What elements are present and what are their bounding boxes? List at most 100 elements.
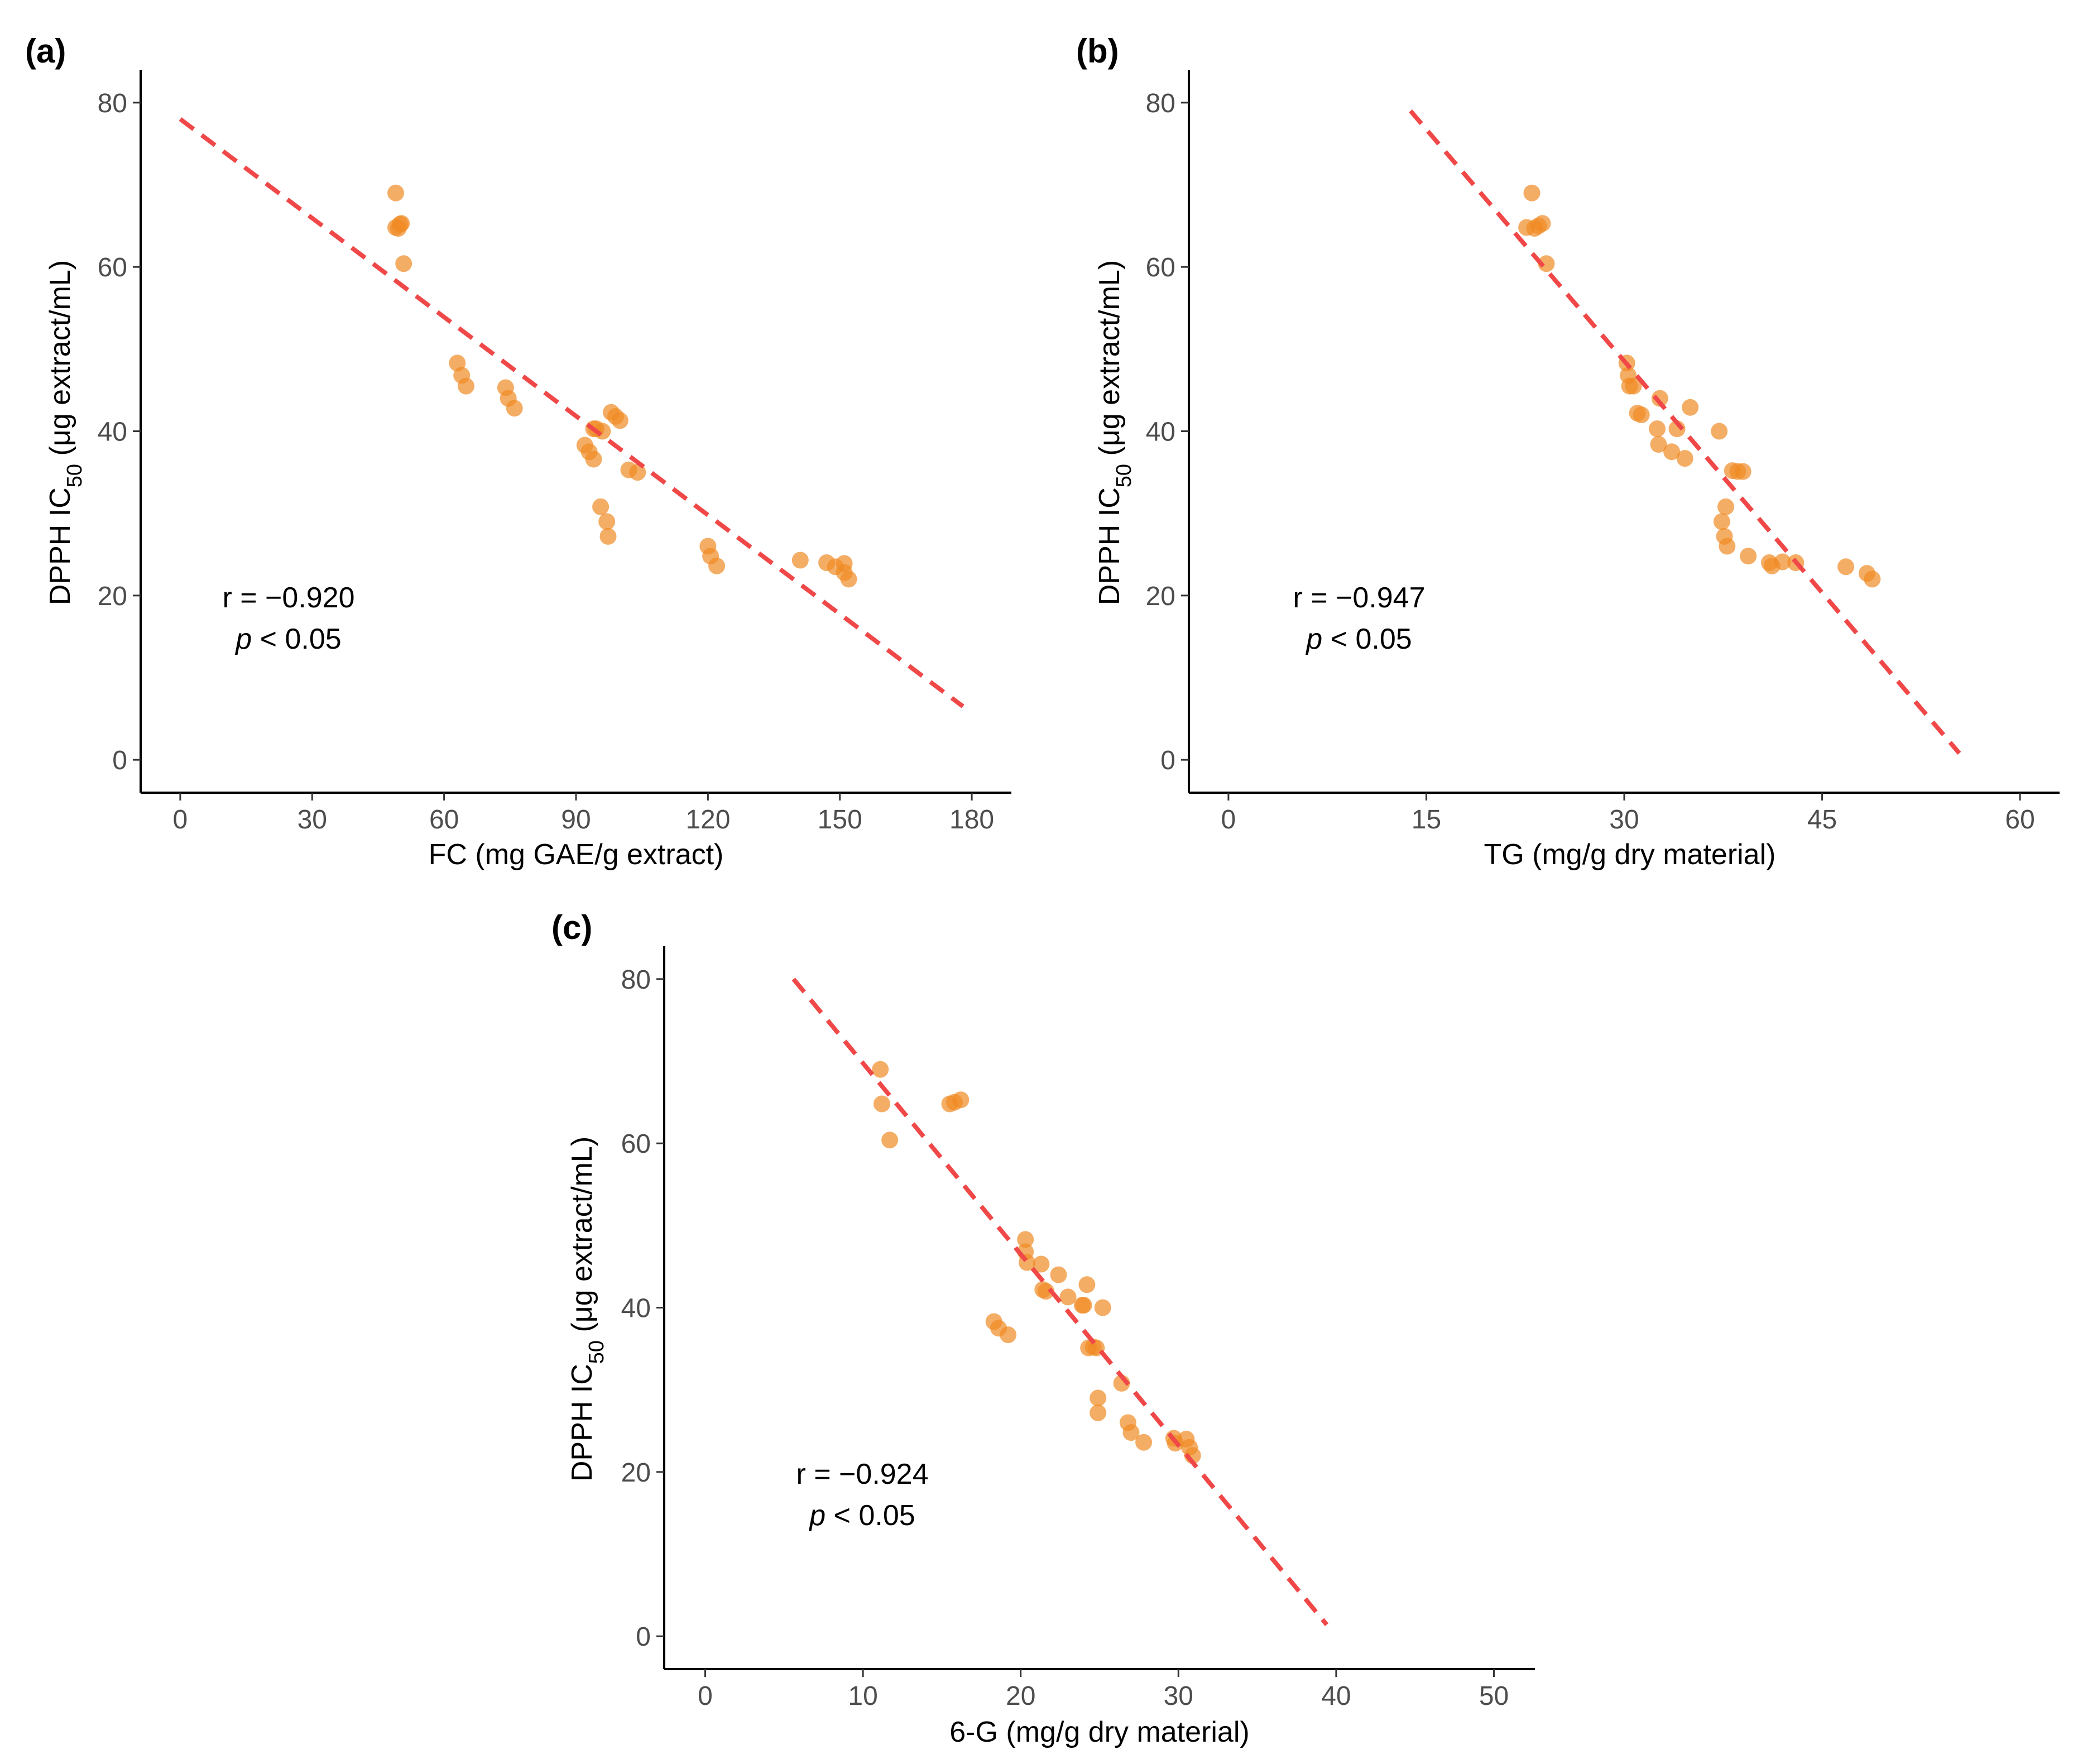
panel-b-data-point-11 — [1633, 406, 1650, 424]
panel-a-data-point-28 — [708, 557, 726, 574]
panel-c-data-point-18 — [1075, 1297, 1092, 1314]
panel-a-p-rest: < 0.05 — [252, 623, 341, 655]
panel-b-x-tick-label-60: 60 — [2005, 805, 2034, 835]
panel-b-data-point-23 — [1719, 538, 1736, 555]
panel-b-data-point-15 — [1663, 443, 1681, 461]
panel-c-y-title-main: DPPH IC — [566, 1364, 598, 1482]
panel-a-p-symbol: p — [234, 623, 252, 655]
panel-c-p-rest: < 0.05 — [826, 1499, 915, 1532]
panel-c-data-point-0 — [872, 1061, 889, 1078]
panel-b-y-tick-label-20: 20 — [1146, 582, 1175, 611]
panel-b-data-point-32 — [1837, 558, 1855, 576]
panel-a-y-title-unit: (μg extract/mL) — [44, 260, 76, 464]
panel-c-data-point-14 — [1037, 1283, 1054, 1300]
panel-a-data-point-34 — [840, 571, 857, 588]
panel-b-data-point-26 — [1734, 463, 1751, 480]
panel-a-data-point-8 — [458, 377, 474, 395]
panel-a: (a) 0 30 60 90 120 150 180 0 20 40 60 80 FC (mg GAE… — [25, 32, 1011, 871]
panel-a-regression-line — [179, 117, 964, 708]
panel-b-axes: 0 15 30 45 60 0 20 40 60 80 — [1146, 70, 2060, 835]
panel-b-correlation-r: r = −0.947 — [1293, 582, 1425, 614]
panel-a-x-tick-label-0: 0 — [173, 805, 188, 835]
panel-a-x-tick-label-60: 60 — [429, 805, 459, 835]
panel-c: (c) 0 10 20 30 40 50 0 20 40 60 80 6-G (mg/g dry m… — [551, 909, 1535, 1748]
panel-a-y-axis-title: DPPH IC50 (μg extract/mL) — [44, 260, 87, 605]
panel-c-data-point-2 — [881, 1132, 899, 1149]
panel-c-y-tick-label-60: 60 — [621, 1129, 651, 1159]
panel-a-x-tick-label-150: 150 — [818, 805, 862, 835]
panel-c-p-symbol: p — [808, 1499, 826, 1532]
panel-b-regression-line — [1409, 109, 1961, 755]
panel-c-data-point-1 — [874, 1095, 890, 1113]
panel-b-y-title-unit: (μg extract/mL) — [1093, 260, 1126, 464]
panel-b-data-point-5 — [1538, 255, 1555, 272]
panel-b-data-point-1 — [1523, 184, 1540, 202]
panel-c-data-point-28 — [1122, 1424, 1140, 1441]
panel-a-label: (a) — [25, 32, 66, 70]
panel-a-data-point-4 — [393, 215, 410, 232]
panel-a-x-axis-title: FC (mg GAE/g extract) — [429, 838, 724, 871]
panel-a-y-tick-label-60: 60 — [98, 253, 127, 282]
panel-b-data-point-18 — [1682, 399, 1699, 416]
panel-c-x-tick-label-50: 50 — [1479, 1681, 1509, 1711]
panel-b-data-point-19 — [1711, 423, 1728, 440]
panel-c-data-point-24 — [1090, 1404, 1107, 1421]
panel-a-x-tick-label-180: 180 — [949, 805, 994, 835]
panel-b-p-rest: < 0.05 — [1322, 623, 1412, 655]
panel-c-regression-line — [791, 977, 1329, 1627]
panel-c-data-point-20 — [1078, 1276, 1096, 1293]
panel-c-x-tick-label-10: 10 — [848, 1681, 877, 1711]
panel-b-data-point-22 — [1717, 498, 1734, 515]
panel-c-correlation-r: r = −0.924 — [796, 1458, 928, 1490]
panel-c-data-point-16 — [1059, 1288, 1077, 1306]
panel-a-y-title-sub: 50 — [63, 464, 87, 487]
panel-c-data-point-25 — [1094, 1299, 1111, 1316]
panel-b-label: (b) — [1076, 32, 1119, 70]
panel-b-y-axis-title: DPPH IC50 (μg extract/mL) — [1093, 260, 1136, 605]
panel-a-x-tick-label-90: 90 — [561, 805, 591, 835]
panel-c-y-tick-label-40: 40 — [621, 1294, 651, 1324]
panel-b-data-point-34 — [1864, 571, 1881, 588]
panel-a-data-point-14 — [585, 450, 602, 468]
panel-a-y-tick-label-20: 20 — [98, 582, 127, 611]
panel-a-x-tick-label-120: 120 — [685, 805, 730, 835]
panel-a-y-tick-label-0: 0 — [112, 746, 127, 775]
panel-c-data-point-9 — [1017, 1231, 1034, 1248]
panel-b-y-tick-label-0: 0 — [1160, 746, 1175, 775]
panel-a-data-point-24 — [598, 513, 616, 530]
panel-a-data-point-25 — [599, 528, 617, 545]
panel-b-data-point-14 — [1651, 390, 1668, 407]
panel-b: (b) 0 15 30 45 60 0 20 40 60 80 TG (mg/g dry mate… — [1076, 32, 2060, 871]
panel-a-y-title-main: DPPH IC — [44, 487, 76, 605]
panel-b-data-point-12 — [1649, 420, 1666, 438]
panel-b-p-symbol: p — [1305, 623, 1322, 655]
panel-c-data-point-12 — [1033, 1255, 1050, 1273]
panel-a-data-point-5 — [395, 255, 412, 272]
panel-c-x-tick-label-40: 40 — [1321, 1681, 1351, 1711]
panel-b-y-tick-label-60: 60 — [1146, 253, 1175, 282]
panel-b-x-tick-label-45: 45 — [1807, 805, 1837, 835]
panel-c-y-axis-title: DPPH IC50 (μg extract/mL) — [566, 1137, 608, 1482]
panel-c-y-tick-label-80: 80 — [621, 965, 651, 995]
panel-a-data-point-23 — [592, 498, 610, 515]
panel-b-p-value: p < 0.05 — [1305, 623, 1412, 655]
panel-b-y-title-main: DPPH IC — [1093, 487, 1126, 605]
panel-c-data-point-8 — [1000, 1326, 1017, 1344]
panel-a-data-point-0 — [387, 184, 404, 202]
panel-c-y-tick-label-20: 20 — [621, 1458, 651, 1488]
panel-b-x-tick-label-0: 0 — [1221, 805, 1236, 835]
panel-a-data-point-29 — [791, 552, 809, 569]
panel-c-y-title-unit: (μg extract/mL) — [566, 1137, 598, 1340]
panel-c-data-point-23 — [1090, 1389, 1107, 1407]
panel-b-data-point-17 — [1676, 450, 1693, 467]
panel-b-y-tick-label-40: 40 — [1146, 418, 1175, 447]
panel-c-x-axis-title: 6-G (mg/g dry material) — [949, 1716, 1249, 1748]
panel-c-data-point-15 — [1050, 1266, 1067, 1283]
panel-a-x-tick-label-30: 30 — [297, 805, 327, 835]
panel-b-data-point-13 — [1650, 436, 1667, 453]
panel-b-points — [1409, 109, 1961, 755]
panel-c-x-tick-label-20: 20 — [1006, 1681, 1035, 1711]
panel-c-x-tick-label-30: 30 — [1164, 1681, 1193, 1711]
panel-b-x-tick-label-15: 15 — [1412, 805, 1441, 835]
panel-a-y-tick-label-40: 40 — [98, 418, 127, 447]
